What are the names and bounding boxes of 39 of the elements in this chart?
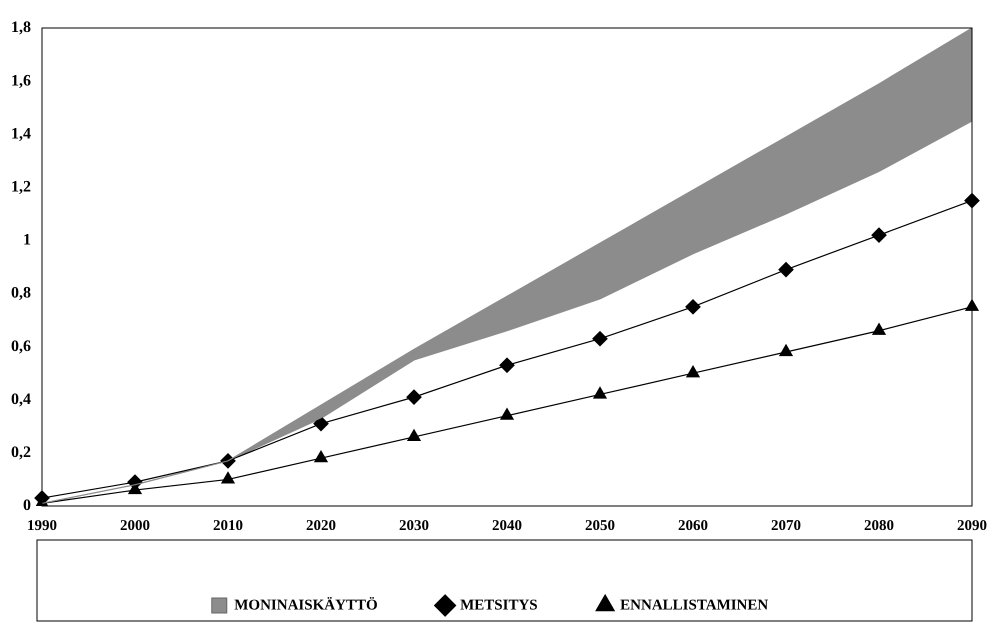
point [871, 228, 887, 243]
x-tick-label: 2080 [864, 518, 894, 534]
x-tick-label: 2000 [120, 518, 150, 534]
y-tick-label: 1 [23, 232, 31, 249]
point [313, 416, 329, 432]
y-tick-label: 1,4 [11, 125, 31, 142]
point [592, 331, 608, 346]
legend-label: MONINAISKÄYTTÖ [234, 596, 378, 614]
point [593, 386, 607, 399]
x-tick-label: 2030 [399, 518, 429, 534]
point [685, 299, 701, 314]
legend-label: METSITYS [460, 597, 538, 614]
x-tick-label: 2050 [585, 518, 615, 534]
x-tick-label: 2090 [957, 518, 987, 534]
y-tick-label: 0 [23, 497, 31, 514]
x-tick-label: 2010 [213, 518, 243, 534]
point [872, 323, 886, 335]
y-tick-label: 0,8 [11, 284, 31, 302]
point [406, 390, 422, 405]
y-tick-label: 0,4 [11, 390, 31, 408]
point [686, 366, 700, 378]
x-tick-label: 2070 [771, 518, 801, 534]
legend-label: ENNALLISTAMINEN [620, 597, 768, 614]
point [407, 429, 421, 442]
x-tick-label: 2020 [306, 518, 336, 534]
point [499, 358, 515, 373]
y-tick-label: 0,2 [11, 444, 31, 462]
point [779, 344, 793, 356]
y-tick-label: 0,6 [11, 338, 31, 355]
y-tick-label: 1,2 [11, 178, 31, 196]
point [500, 408, 514, 420]
y-tick-label: 1,6 [11, 72, 31, 90]
y-tick-label: 1,8 [11, 19, 31, 36]
x-tick-label: 1990 [27, 518, 57, 534]
x-tick-label: 2040 [492, 518, 522, 534]
x-tick-label: 2060 [678, 518, 708, 534]
point [314, 450, 328, 462]
point [778, 262, 794, 278]
point [221, 472, 235, 484]
